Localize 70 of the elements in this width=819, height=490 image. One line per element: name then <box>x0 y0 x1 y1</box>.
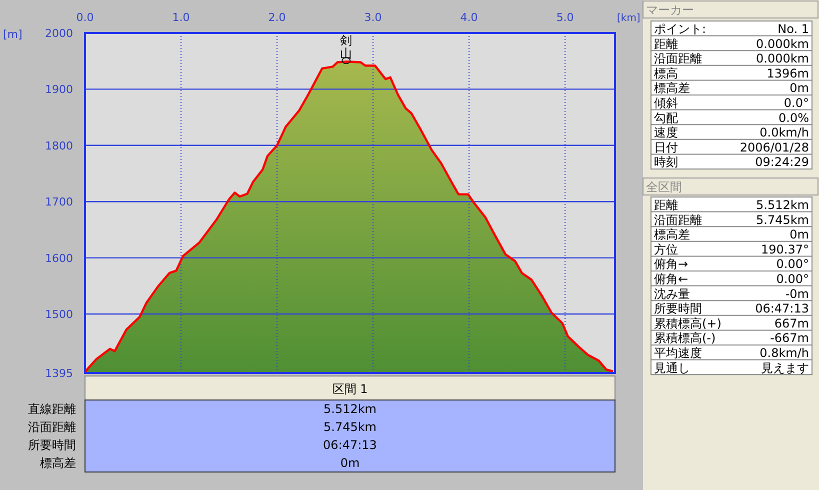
x-axis-title: [km] <box>617 13 640 24</box>
text: 見えます <box>761 360 809 375</box>
text: -0m <box>785 286 809 301</box>
text: 沈み量 <box>654 286 690 301</box>
text: ポイント: <box>654 22 706 36</box>
x-tick-label: 1.0 <box>172 11 190 24</box>
y-axis-title: [m] <box>3 28 22 41</box>
text: 所要時間 <box>28 438 76 452</box>
text: 0.00° <box>776 257 809 272</box>
text: 0.0% <box>778 110 809 125</box>
text: 見通し <box>654 360 690 375</box>
text: 0.0° <box>784 96 809 110</box>
text: 06:47:13 <box>755 302 809 316</box>
text: 5.512km <box>324 402 376 416</box>
y-tick-label: 1800 <box>45 139 73 152</box>
text: 標高差 <box>654 228 690 242</box>
text: 0.000km <box>756 52 809 66</box>
text: 0.0km/h <box>760 126 809 140</box>
text: 0.00° <box>776 272 809 286</box>
text: 区間 1 <box>332 382 368 396</box>
text: 累積標高(-) <box>654 331 716 346</box>
x-tick-label: 4.0 <box>460 11 478 24</box>
text: 標高差 <box>654 81 690 96</box>
text: 勾配 <box>654 110 678 125</box>
text: 方位 <box>654 242 678 256</box>
text: 2006/01/28 <box>740 140 809 154</box>
text: 直線距離 <box>28 402 76 416</box>
y-tick-label: 1700 <box>45 196 73 209</box>
text: 距離 <box>654 198 678 212</box>
text: 俯角← <box>654 272 688 286</box>
text: 平均速度 <box>654 346 702 360</box>
text: 沿面距離 <box>654 52 702 66</box>
text: 06:47:13 <box>323 438 377 452</box>
text: 0m <box>790 228 809 242</box>
text: 0.000km <box>756 36 809 51</box>
y-tick-label: 1395 <box>45 367 73 380</box>
text: 累積標高(+) <box>654 316 722 330</box>
y-tick-label: 2000 <box>45 27 73 40</box>
text: 時刻 <box>654 155 678 170</box>
text: 190.37° <box>761 242 809 256</box>
text: マーカー <box>646 3 694 17</box>
text: 667m <box>774 316 809 330</box>
x-tick-label: 2.0 <box>268 11 286 24</box>
text: 5.512km <box>756 198 809 212</box>
y-tick-label: 1600 <box>45 252 73 265</box>
text: 5.745km <box>324 420 376 434</box>
text: 標高 <box>654 66 678 80</box>
text: 5.745km <box>756 212 809 227</box>
text: 所要時間 <box>654 302 702 316</box>
text: 沿面距離 <box>654 212 702 227</box>
text: 全区間 <box>646 180 682 194</box>
text: 1396m <box>766 66 809 80</box>
x-tick-label: 3.0 <box>364 11 382 24</box>
text: -667m <box>770 331 809 346</box>
text: 距離 <box>654 36 678 51</box>
text: 09:24:29 <box>755 155 809 170</box>
text: 0.8km/h <box>760 346 809 360</box>
y-tick-label: 1500 <box>45 308 73 321</box>
text: 0m <box>790 81 809 96</box>
text: 傾斜 <box>654 96 678 110</box>
text: 俯角→ <box>654 257 688 272</box>
text: 標高差 <box>40 456 76 470</box>
x-tick-label: 5.0 <box>556 11 574 24</box>
text: 0m <box>340 456 360 470</box>
text: No. 1 <box>778 22 809 36</box>
text: 速度 <box>654 126 678 140</box>
y-tick-label: 1900 <box>45 83 73 96</box>
text: 日付 <box>654 140 678 154</box>
text: 沿面距離 <box>28 420 76 434</box>
x-tick-label: 0.0 <box>76 11 94 24</box>
